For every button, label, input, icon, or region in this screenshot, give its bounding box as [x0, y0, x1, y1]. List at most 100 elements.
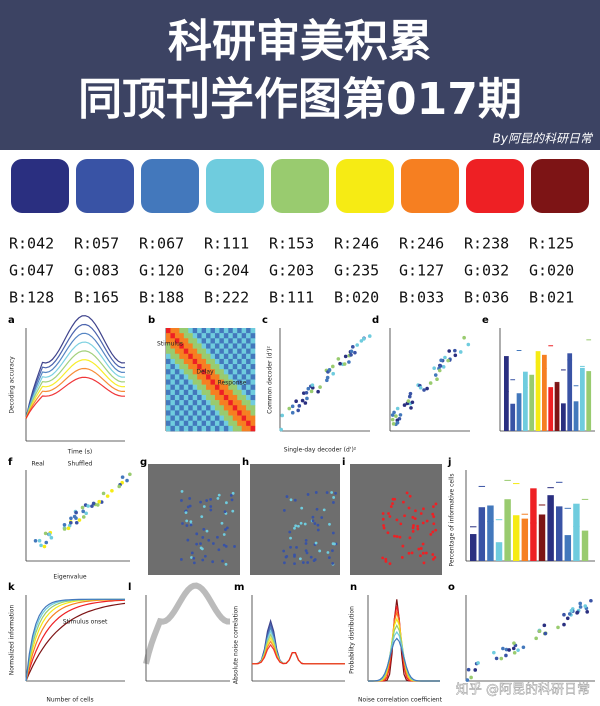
- scatter-dot: [407, 394, 412, 399]
- cell-dot: [231, 509, 235, 513]
- title-line: 科研审美积累: [168, 16, 432, 67]
- scatter-dot: [47, 532, 52, 537]
- cell-dot: [382, 526, 386, 530]
- heat-cell: [246, 410, 251, 416]
- scatter-dot: [297, 404, 302, 408]
- heat-cell: [219, 369, 225, 375]
- scatter-dot: [96, 503, 100, 507]
- heat-cell: [174, 405, 180, 411]
- scatter-dot: [575, 611, 579, 615]
- panel-letter: j: [447, 457, 451, 468]
- rgb-value: G:235: [334, 262, 379, 280]
- cell-dot: [411, 515, 415, 519]
- heat-cell: [223, 394, 229, 401]
- cell-dot: [285, 554, 289, 558]
- heat-cell: [206, 394, 211, 401]
- cell-dot: [220, 521, 224, 525]
- bar: [487, 505, 494, 561]
- cell-dot: [233, 545, 236, 548]
- heat-cell: [192, 400, 198, 406]
- heat-cell: [197, 333, 202, 339]
- cell-dot: [411, 526, 415, 530]
- cell-dot: [190, 551, 194, 555]
- cell-dot: [416, 527, 420, 531]
- heat-cell: [192, 420, 198, 427]
- cell-dot: [384, 560, 388, 563]
- heat-cell: [232, 410, 238, 416]
- heat-cell: [214, 384, 220, 391]
- heat-cell: [188, 328, 193, 334]
- heat-cell: [223, 369, 229, 375]
- rgb-value: R:246: [334, 235, 379, 253]
- heat-cell: [250, 358, 256, 365]
- scatter-dot: [562, 612, 566, 617]
- bar: [504, 479, 511, 481]
- panel-letter: k: [8, 582, 15, 593]
- cell-dot: [283, 561, 286, 565]
- heat-cell: [201, 364, 207, 370]
- cell-dot: [293, 498, 297, 502]
- bar: [581, 498, 589, 500]
- heat-cell: [166, 358, 171, 365]
- heat-cell: [183, 338, 189, 344]
- cell-dot: [320, 516, 324, 519]
- cell-dot: [322, 508, 326, 512]
- cell-dot: [217, 548, 221, 552]
- scatter-dot: [501, 646, 505, 651]
- heat-cell: [241, 389, 247, 396]
- scatter-dot: [69, 516, 73, 521]
- cell-dot: [229, 493, 233, 497]
- axis-label: Eigenvalue: [53, 574, 86, 581]
- scatter-dot: [435, 377, 439, 382]
- axis-label: Probability distribution: [349, 606, 356, 674]
- scatter-dot: [125, 478, 129, 483]
- heat-cell: [219, 400, 225, 406]
- heat-cell: [246, 348, 251, 355]
- bar: [556, 481, 563, 483]
- bar: [478, 485, 486, 487]
- scatter-dot: [33, 538, 38, 543]
- cell-dot: [387, 512, 390, 515]
- scatter-dot: [425, 386, 429, 391]
- heat-cell: [170, 333, 176, 339]
- scatter-dot: [90, 504, 94, 508]
- cell-dot: [211, 560, 215, 564]
- cell-dot: [225, 526, 229, 530]
- heat-cell: [246, 420, 251, 427]
- heat-cell: [237, 328, 242, 334]
- scatter-dot: [120, 475, 125, 479]
- heat-cell: [219, 328, 225, 334]
- scatter-dot: [516, 648, 520, 652]
- axis-label: Normalized information: [9, 605, 16, 676]
- scatter-dot: [418, 385, 423, 390]
- title-line: 同顶刊学作图第017期: [78, 74, 522, 125]
- heat-cell: [188, 353, 193, 360]
- heat-cell: [188, 410, 193, 416]
- scatter-dot: [492, 650, 496, 655]
- scatter-dot: [362, 337, 366, 341]
- heat-cell: [201, 358, 207, 365]
- scatter-dot: [583, 604, 588, 608]
- heat-cell: [174, 353, 180, 360]
- heat-cell: [250, 400, 256, 406]
- scatter-dot: [80, 505, 85, 510]
- scatter-dot: [437, 368, 442, 373]
- rgb-value: G:204: [204, 262, 249, 280]
- heat-cell: [192, 369, 198, 375]
- heat-cell: [170, 415, 176, 421]
- heat-cell: [232, 348, 238, 355]
- cell-dot: [299, 521, 303, 525]
- heat-cell: [183, 364, 189, 370]
- heat-cell: [170, 343, 176, 349]
- watermark: 知乎 @阿昆的科研日常: [456, 682, 590, 698]
- heat-cell: [246, 425, 251, 432]
- axis-label: Response: [218, 380, 247, 387]
- heat-cell: [250, 328, 256, 334]
- heat-cell: [166, 348, 171, 355]
- heat-cell: [201, 405, 207, 411]
- heat-cell: [228, 369, 234, 375]
- heat-cell: [214, 364, 220, 370]
- cell-dot: [211, 542, 215, 545]
- heat-cell: [214, 338, 220, 344]
